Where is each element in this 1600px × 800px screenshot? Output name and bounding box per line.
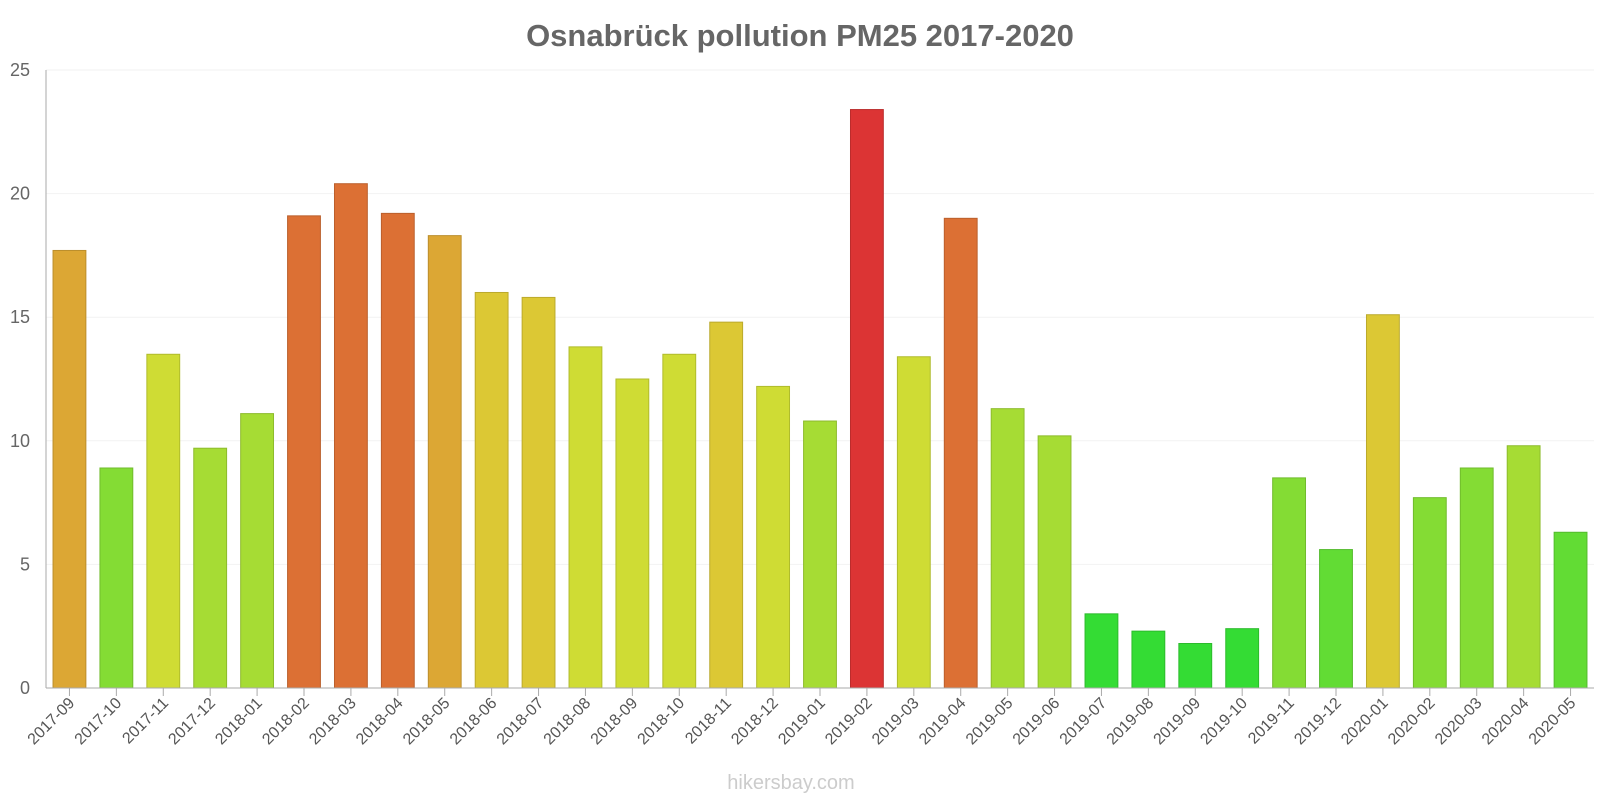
y-tick-label: 0	[20, 678, 30, 698]
x-tick-label: 2020-01	[1338, 695, 1392, 749]
x-tick-label: 2018-12	[728, 695, 782, 749]
bar	[1131, 630, 1166, 689]
x-tick-label: 2019-10	[1197, 695, 1251, 749]
bar	[1365, 314, 1400, 689]
x-tick-label: 2018-06	[447, 695, 501, 749]
y-tick-label: 10	[10, 431, 30, 451]
x-tick-label: 2018-08	[541, 695, 595, 749]
x-tick-label: 2018-10	[635, 695, 689, 749]
x-tick-label: 2018-02	[259, 695, 313, 749]
y-tick-label: 5	[20, 554, 30, 574]
x-tick-label: 2018-07	[494, 695, 548, 749]
x-tick-label: 2018-04	[353, 695, 407, 749]
bar	[333, 183, 368, 689]
x-tick-label: 2020-04	[1479, 695, 1533, 749]
x-tick-label: 2018-11	[682, 695, 735, 748]
x-tick-label: 2020-02	[1385, 695, 1439, 749]
bar	[1553, 531, 1588, 689]
bar	[662, 353, 697, 689]
bar	[849, 109, 884, 689]
bar	[240, 413, 275, 689]
x-tick-label: 2019-04	[916, 695, 970, 749]
x-tick-label: 2018-05	[400, 695, 454, 749]
x-tick-label: 2017-12	[165, 695, 219, 749]
x-tick-label: 2019-08	[1104, 695, 1158, 749]
bar	[427, 235, 462, 689]
x-tick-label: 2019-05	[963, 695, 1017, 749]
bar	[1506, 445, 1541, 689]
chart-title: Osnabrück pollution PM25 2017-2020	[526, 18, 1074, 53]
y-axis: 0 5 10 15 20 25	[10, 60, 47, 698]
bar	[1084, 613, 1119, 689]
bar	[1225, 628, 1260, 689]
x-tick-label: 2019-02	[822, 695, 876, 749]
x-tick-label: 2018-01	[212, 695, 266, 749]
bar	[756, 385, 791, 689]
bar	[568, 346, 603, 689]
bar	[146, 353, 181, 689]
bar	[1037, 435, 1072, 689]
x-tick-label: 2017-10	[72, 695, 126, 749]
bar	[474, 291, 509, 689]
x-tick-label: 2019-12	[1291, 695, 1345, 749]
x-tick-label: 2020-03	[1432, 695, 1486, 749]
x-tick-label: 2019-03	[869, 695, 923, 749]
bar	[1178, 643, 1213, 689]
bar	[1272, 477, 1307, 689]
x-tick-label: 2019-06	[1010, 695, 1064, 749]
y-tick-label: 20	[10, 184, 30, 204]
x-tick-label: 2019-01	[775, 695, 829, 749]
bar-series	[52, 109, 1588, 689]
bar	[99, 467, 134, 689]
bar	[521, 296, 556, 689]
bar	[1319, 549, 1353, 689]
bar	[193, 447, 228, 689]
bar	[1459, 467, 1494, 689]
x-tick-label: 2017-11	[119, 695, 172, 748]
bar	[990, 408, 1025, 689]
x-tick-label: 2018-03	[306, 695, 360, 749]
y-tick-label: 25	[10, 60, 30, 80]
watermark: hikersbay.com	[727, 772, 854, 794]
bar	[709, 321, 744, 689]
x-axis: 2017-092017-102017-112017-122018-012018-…	[25, 687, 1594, 749]
x-tick-label: 2019-07	[1057, 695, 1111, 749]
x-tick-label: 2019-11	[1245, 695, 1298, 748]
bar	[287, 215, 321, 689]
bar	[1412, 497, 1447, 689]
y-tick-label: 15	[10, 307, 30, 327]
bar	[803, 420, 837, 689]
bar	[52, 249, 87, 689]
bar	[615, 378, 650, 689]
bar	[896, 356, 931, 689]
x-tick-label: 2018-09	[588, 695, 642, 749]
bar	[943, 217, 978, 689]
x-tick-label: 2020-05	[1526, 695, 1580, 749]
x-tick-label: 2019-09	[1151, 695, 1205, 749]
x-tick-label: 2017-09	[25, 695, 79, 749]
bar	[380, 212, 415, 689]
